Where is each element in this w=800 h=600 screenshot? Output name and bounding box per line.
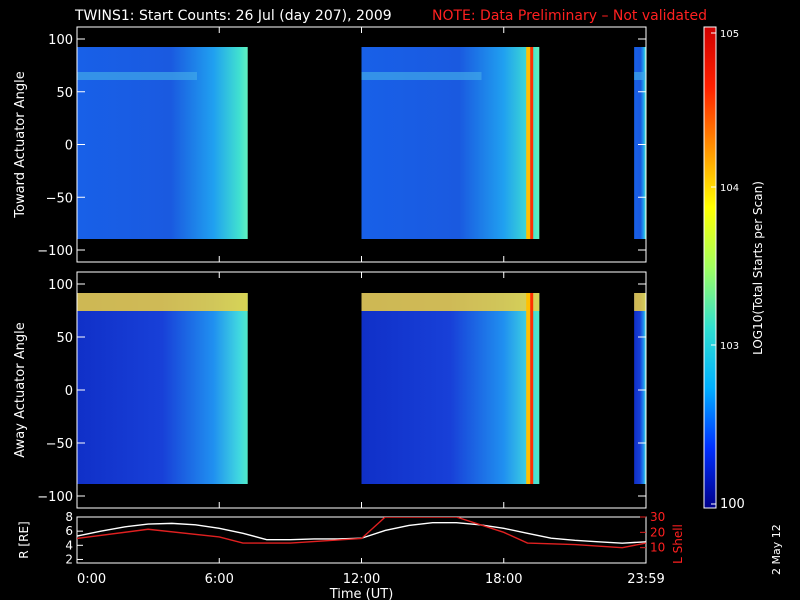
y-tick-label: −50 — [46, 191, 73, 206]
x-axis-label: Time (UT) — [329, 587, 394, 600]
data-block — [361, 293, 540, 484]
edge-band — [530, 293, 534, 484]
colorbar-tick-label: 100 — [720, 497, 745, 512]
high-count-band — [634, 293, 646, 311]
edge-band — [526, 293, 531, 484]
colorbar-tick-label: 105 — [720, 29, 739, 40]
y-tick-label: −50 — [46, 437, 73, 452]
y-tick-label: 2 — [65, 552, 73, 566]
count-band — [361, 72, 482, 80]
y-tick-label-right: 10 — [650, 541, 665, 555]
x-tick-label: 23:59 — [627, 572, 664, 587]
heatmap-panel-away: 100 50 0 −50 −100 Away Actuator Angle — [13, 271, 647, 509]
data-block — [634, 293, 646, 484]
y-tick-label: 50 — [56, 331, 73, 346]
colorbar — [703, 26, 717, 509]
preliminary-note: NOTE: Data Preliminary – Not validated — [432, 8, 707, 24]
y-tick-label: 100 — [48, 33, 73, 48]
colorbar-tick-label: 104 — [720, 183, 739, 194]
high-count-band — [361, 293, 540, 311]
y-axis-label: Toward Actuator Angle — [13, 71, 28, 218]
colorbar-label: LOG10(Total Starts per Scan) — [751, 181, 765, 355]
heatmap-panel-toward: 100 50 0 −50 −100 Toward Actuator Angle — [13, 26, 647, 263]
high-count-band — [77, 293, 248, 311]
series-line-r — [76, 521, 647, 544]
count-band — [77, 72, 197, 80]
y-tick-label: 8 — [65, 510, 73, 524]
y-tick-label: −100 — [37, 244, 73, 259]
data-block — [634, 47, 646, 239]
edge-band — [526, 47, 531, 239]
y-axis-label: Away Actuator Angle — [13, 322, 28, 457]
y-tick-label: 4 — [65, 538, 73, 552]
y-axis-label-right: L Shell — [671, 524, 685, 564]
date-stamp: 2 May 12 — [770, 524, 783, 575]
edge-band — [530, 47, 534, 239]
x-tick-label: 18:00 — [485, 572, 522, 587]
y-tick-label: −100 — [37, 490, 73, 505]
y-tick-label-right: 20 — [650, 525, 665, 539]
y-tick-label: 50 — [56, 86, 73, 101]
y-tick-label: 6 — [65, 524, 73, 538]
y-tick-label: 0 — [65, 384, 73, 399]
y-tick-label: 0 — [65, 139, 73, 154]
x-tick-label: 0:00 — [77, 572, 106, 587]
y-tick-label: 100 — [48, 278, 73, 293]
y-axis-label-left: R [RE] — [17, 521, 31, 558]
series-line-lshell — [77, 517, 646, 549]
x-tick-label: 12:00 — [343, 572, 380, 587]
chart-title: TWINS1: Start Counts: 26 Jul (day 207), … — [74, 8, 392, 24]
data-block — [77, 293, 248, 484]
count-band — [634, 72, 646, 80]
x-tick-label: 6:00 — [205, 572, 234, 587]
colorbar-tick-label: 103 — [720, 341, 739, 352]
y-tick-label-right: 30 — [650, 510, 665, 524]
